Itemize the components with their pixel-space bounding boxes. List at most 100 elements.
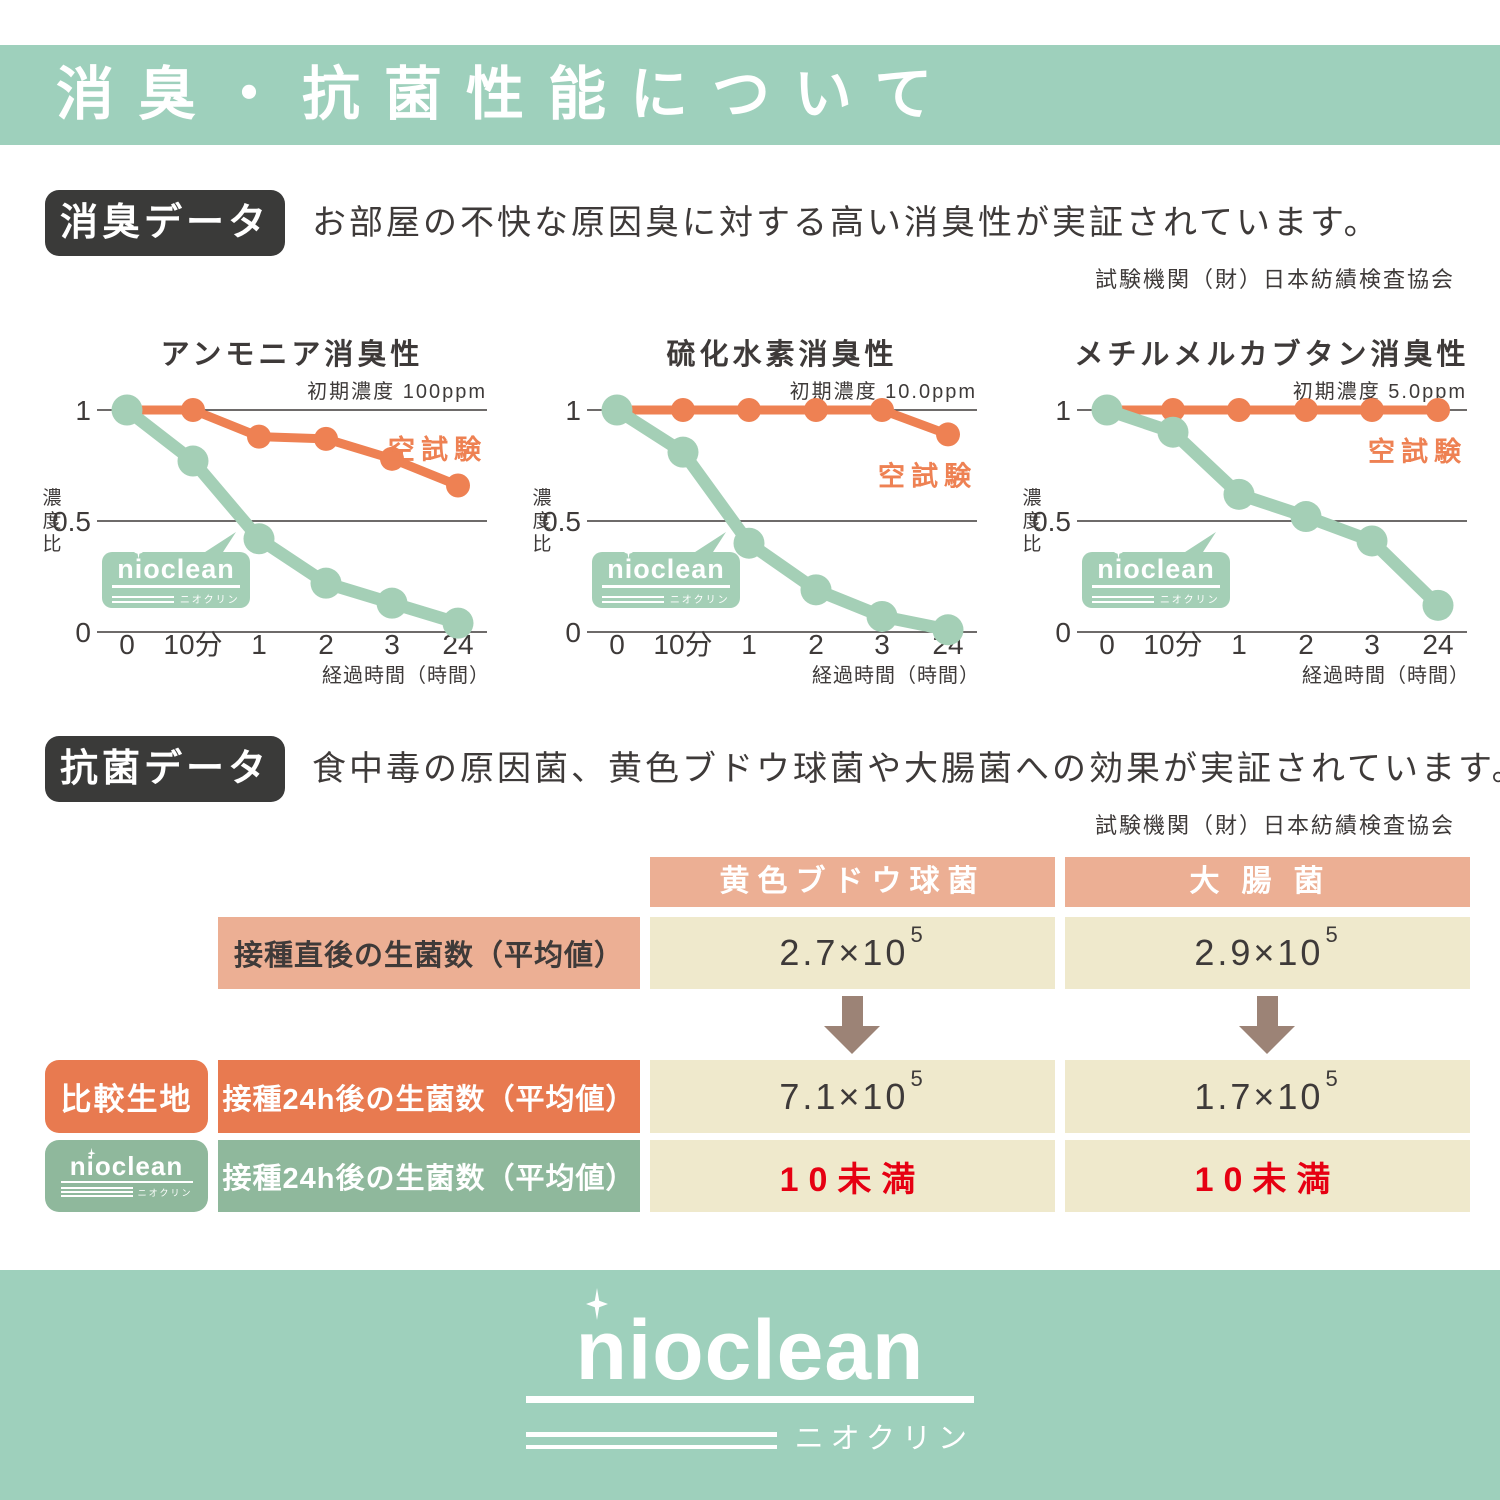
svg-text:経過時間（時間）: 経過時間（時間） bbox=[1302, 664, 1470, 687]
antibacterial-test-agency: 試験機関（財）日本紡績検査協会 bbox=[1094, 813, 1455, 838]
svg-text:初期濃度 5.0ppm: 初期濃度 5.0ppm bbox=[1293, 380, 1467, 403]
table-value-nioclean-ecoli: 10未満 bbox=[1065, 1140, 1470, 1212]
page-header: 消臭・抗菌性能について bbox=[0, 45, 1500, 145]
svg-text:0.5: 0.5 bbox=[1032, 506, 1071, 537]
svg-text:0: 0 bbox=[565, 617, 581, 648]
value-exponent: 5 bbox=[1325, 1065, 1341, 1091]
sparkle-icon bbox=[87, 1147, 96, 1159]
svg-text:0: 0 bbox=[75, 617, 91, 648]
table-row-label-comparison-24h: 接種24h後の生菌数（平均値） bbox=[218, 1060, 640, 1133]
nioclean-logo-bubble: nioclean ニオクリン bbox=[1082, 532, 1230, 608]
value-base: 1.7×10 bbox=[1194, 1075, 1324, 1117]
svg-text:0.5: 0.5 bbox=[52, 506, 91, 537]
svg-text:メチルメルカブタン消臭性: メチルメルカブタン消臭性 bbox=[1074, 337, 1469, 371]
table-value-initial-staph: 2.7×10 5 bbox=[650, 917, 1055, 989]
deodorant-test-agency: 試験機関（財）日本紡績検査協会 bbox=[1094, 267, 1455, 292]
nioclean-logo: nioclean ニオクリン bbox=[592, 546, 740, 606]
svg-text:10分: 10分 bbox=[163, 629, 222, 660]
svg-text:3: 3 bbox=[384, 629, 400, 660]
value-exponent: 5 bbox=[1325, 922, 1341, 947]
sparkle-icon bbox=[1114, 546, 1123, 559]
value-exponent: 5 bbox=[910, 1065, 926, 1091]
antibacterial-data-badge: 抗菌データ bbox=[45, 736, 285, 802]
svg-text:空試験: 空試験 bbox=[878, 461, 977, 492]
svg-text:比: 比 bbox=[42, 533, 61, 555]
svg-text:初期濃度 10.0ppm: 初期濃度 10.0ppm bbox=[790, 380, 977, 403]
logo-wordmark: nioclean bbox=[1097, 554, 1215, 584]
deodorant-data-badge: 消臭データ bbox=[45, 190, 285, 256]
svg-text:0: 0 bbox=[609, 629, 625, 660]
svg-text:0: 0 bbox=[1055, 617, 1071, 648]
svg-text:硫化水素消臭性: 硫化水素消臭性 bbox=[666, 337, 897, 371]
value-base: 2.9×10 bbox=[1194, 932, 1324, 973]
table-value-comparison-ecoli: 1.7×10 5 bbox=[1065, 1060, 1470, 1133]
svg-text:2: 2 bbox=[1298, 629, 1314, 660]
svg-text:0: 0 bbox=[119, 629, 135, 660]
deodorant-description: お部屋の不快な原因臭に対する高い消臭性が実証されています。 bbox=[312, 204, 1381, 242]
down-arrow-icon bbox=[1239, 996, 1295, 1054]
table-row-label-nioclean-24h: 接種24h後の生菌数（平均値） bbox=[218, 1140, 640, 1212]
logo-lines-icon bbox=[1092, 596, 1154, 606]
logo-lines-icon bbox=[60, 1187, 133, 1199]
sparkle-icon bbox=[624, 546, 633, 559]
svg-text:1: 1 bbox=[1231, 629, 1247, 660]
svg-text:2: 2 bbox=[318, 629, 334, 660]
svg-text:0.5: 0.5 bbox=[542, 506, 581, 537]
nioclean-row-badge: nioclean ニオクリン bbox=[45, 1140, 208, 1212]
table-row-label-initial: 接種直後の生菌数（平均値） bbox=[218, 917, 640, 989]
svg-text:初期濃度 100ppm: 初期濃度 100ppm bbox=[307, 380, 487, 403]
nioclean-logo: nioclean ニオクリン bbox=[102, 546, 250, 606]
logo-katakana: ニオクリン bbox=[669, 595, 730, 606]
page-title: 消臭・抗菌性能について bbox=[56, 62, 957, 127]
svg-text:1: 1 bbox=[565, 395, 581, 426]
logo-underline bbox=[526, 1396, 974, 1403]
table-value-comparison-staph: 7.1×10 5 bbox=[650, 1060, 1055, 1133]
svg-text:1: 1 bbox=[741, 629, 757, 660]
svg-text:比: 比 bbox=[1022, 533, 1041, 555]
table-col-header-ecoli: 大腸菌 bbox=[1065, 857, 1470, 907]
nioclean-logo: nioclean ニオクリン bbox=[1082, 546, 1230, 606]
logo-underline bbox=[1092, 585, 1220, 588]
svg-text:濃: 濃 bbox=[532, 487, 551, 509]
svg-text:24: 24 bbox=[1422, 629, 1453, 660]
svg-text:2: 2 bbox=[808, 629, 824, 660]
svg-text:空試験: 空試験 bbox=[1368, 436, 1467, 467]
logo-lines-icon bbox=[112, 596, 174, 606]
svg-text:10分: 10分 bbox=[653, 629, 712, 660]
svg-text:0: 0 bbox=[1099, 629, 1115, 660]
value-base: 7.1×10 bbox=[779, 1075, 909, 1117]
logo-wordmark: nioclean bbox=[69, 1150, 184, 1181]
chart-methyl-mercaptan: 1 0.5 0 濃度比 メチルメルカブタン消臭性 初期濃度 5.0ppm 0 10分 1 2 3 24… bbox=[1020, 330, 1480, 702]
logo-katakana: ニオクリン bbox=[794, 1423, 974, 1455]
nioclean-logo-bubble: nioclean ニオクリン bbox=[592, 532, 740, 608]
comparison-fabric-badge: 比較生地 bbox=[45, 1060, 208, 1133]
svg-text:3: 3 bbox=[874, 629, 890, 660]
svg-text:濃: 濃 bbox=[1022, 487, 1041, 509]
table-value-nioclean-staph: 10未満 bbox=[650, 1140, 1055, 1212]
svg-text:1: 1 bbox=[75, 395, 91, 426]
svg-text:空試験: 空試験 bbox=[388, 434, 487, 465]
value-base: 2.7×10 bbox=[779, 932, 909, 973]
logo-lines-icon bbox=[526, 1432, 777, 1457]
logo-underline bbox=[602, 585, 730, 588]
svg-text:度: 度 bbox=[1022, 510, 1041, 532]
sparkle-icon bbox=[134, 546, 143, 559]
svg-text:比: 比 bbox=[532, 533, 551, 555]
svg-text:経過時間（時間）: 経過時間（時間） bbox=[812, 664, 980, 687]
logo-katakana: ニオクリン bbox=[179, 595, 240, 606]
svg-text:アンモニア消臭性: アンモニア消臭性 bbox=[161, 338, 424, 371]
logo-lines-icon bbox=[602, 596, 664, 606]
svg-text:10分: 10分 bbox=[1143, 629, 1202, 660]
logo-wordmark: nioclean bbox=[575, 1303, 925, 1397]
value-exponent: 5 bbox=[910, 922, 926, 947]
table-col-header-staphylococcus: 黄色ブドウ球菌 bbox=[650, 857, 1055, 907]
svg-text:度: 度 bbox=[532, 510, 551, 532]
nioclean-logo-bubble: nioclean ニオクリン bbox=[102, 532, 250, 608]
logo-underline bbox=[60, 1180, 193, 1184]
logo-katakana: ニオクリン bbox=[1159, 595, 1220, 606]
svg-text:3: 3 bbox=[1364, 629, 1380, 660]
nioclean-logo: nioclean ニオクリン bbox=[60, 1147, 193, 1200]
